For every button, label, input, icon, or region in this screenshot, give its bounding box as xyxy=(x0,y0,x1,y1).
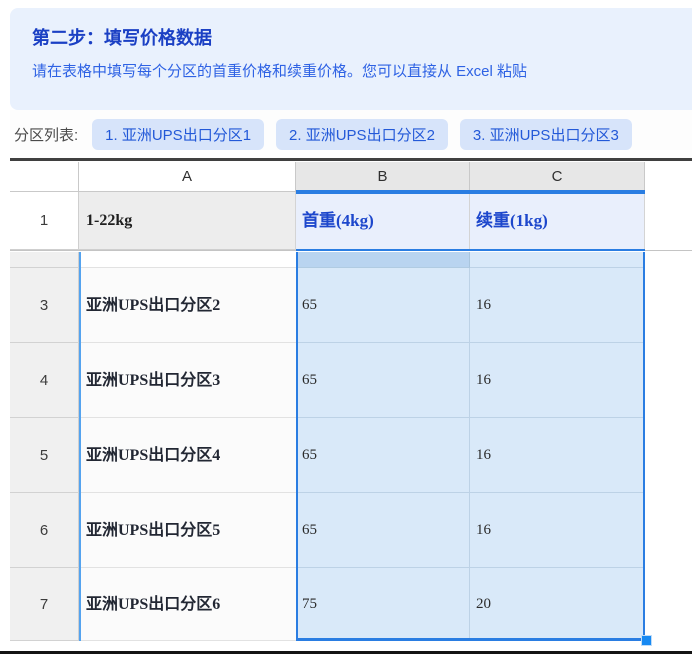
row-header-4[interactable]: 4 xyxy=(10,343,79,418)
zone-list-bar: 分区列表: 1. 亚洲UPS出口分区1 2. 亚洲UPS出口分区2 3. 亚洲U… xyxy=(10,110,692,158)
cell-c1-additional-weight-header[interactable]: 续重(1kg) xyxy=(470,192,645,250)
zone-chip-2[interactable]: 2. 亚洲UPS出口分区2 xyxy=(276,118,448,150)
column-header-b[interactable]: B xyxy=(296,162,470,192)
corner-header-cell[interactable] xyxy=(10,162,79,192)
selection-bottom-border xyxy=(296,638,645,641)
cell-additional-weight-price[interactable]: 16 xyxy=(470,493,645,568)
cell-first-weight-price[interactable]: 65 xyxy=(296,268,470,343)
cell-first-weight-price[interactable]: 65 xyxy=(296,343,470,418)
selection-right-border xyxy=(643,252,645,641)
cell-zone-name[interactable]: 亚洲UPS出口分区3 xyxy=(79,343,296,418)
selected-columns-underline xyxy=(296,190,645,192)
selection-top-border-scroll xyxy=(296,249,645,251)
cell-additional-weight-price[interactable]: 16 xyxy=(470,343,645,418)
zone-chip-3[interactable]: 3. 亚洲UPS出口分区3 xyxy=(459,118,632,150)
cell-b1-first-weight-header[interactable]: 首重(4kg) xyxy=(296,192,470,250)
zone-list-label: 分区列表: xyxy=(14,126,79,144)
cell-a2-partial[interactable] xyxy=(79,252,296,268)
cell-additional-weight-price[interactable]: 16 xyxy=(470,418,645,493)
cell-zone-name[interactable]: 亚洲UPS出口分区2 xyxy=(79,268,296,343)
column-header-c[interactable]: C xyxy=(470,162,645,192)
cell-additional-weight-price[interactable]: 20 xyxy=(470,568,645,641)
row-header-7[interactable]: 7 xyxy=(10,568,79,641)
step-info-panel: 第二步：填写价格数据 请在表格中填写每个分区的首重价格和续重价格。您可以直接从 … xyxy=(10,8,692,110)
cell-additional-weight-price[interactable]: 16 xyxy=(470,268,645,343)
row-header-3[interactable]: 3 xyxy=(10,268,79,343)
selection-left-border xyxy=(296,252,298,641)
step-subtitle: 请在表格中填写每个分区的首重价格和续重价格。您可以直接从 Excel 粘贴 xyxy=(32,63,528,80)
cell-a1-weight-range[interactable]: 1-22kg xyxy=(79,192,296,250)
step-title: 第二步：填写价格数据 xyxy=(32,28,212,48)
row-header-6[interactable]: 6 xyxy=(10,493,79,568)
row-header-1[interactable]: 1 xyxy=(10,192,79,250)
row-header-5[interactable]: 5 xyxy=(10,418,79,493)
selection-fill-handle[interactable] xyxy=(641,635,652,646)
row-header-2-partial[interactable] xyxy=(10,252,79,268)
cell-first-weight-price[interactable]: 65 xyxy=(296,493,470,568)
zone-chip-1[interactable]: 1. 亚洲UPS出口分区1 xyxy=(92,118,265,150)
column-a-left-border xyxy=(79,252,81,641)
cell-c2-partial[interactable] xyxy=(470,252,645,268)
table-top-divider xyxy=(10,158,692,161)
selection-top-border xyxy=(296,192,645,194)
cell-zone-name[interactable]: 亚洲UPS出口分区5 xyxy=(79,493,296,568)
bottom-divider-line xyxy=(0,651,692,654)
cell-b2-anchor-partial[interactable] xyxy=(296,252,470,268)
cell-first-weight-price[interactable]: 75 xyxy=(296,568,470,641)
cell-first-weight-price[interactable]: 65 xyxy=(296,418,470,493)
cell-zone-name[interactable]: 亚洲UPS出口分区4 xyxy=(79,418,296,493)
column-header-a[interactable]: A xyxy=(79,162,296,192)
cell-zone-name[interactable]: 亚洲UPS出口分区6 xyxy=(79,568,296,641)
